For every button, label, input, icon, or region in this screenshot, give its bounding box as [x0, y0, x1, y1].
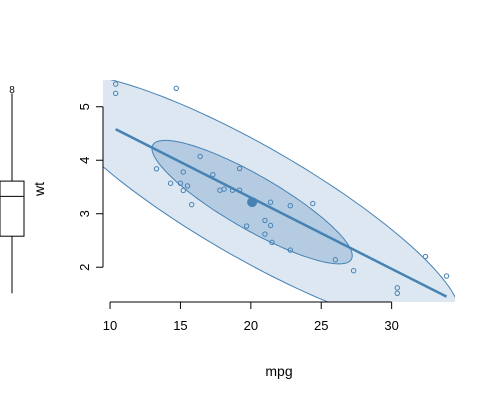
data-point: [444, 274, 448, 278]
boxplot-top-label: 8: [9, 85, 15, 96]
x-tick-label: 30: [384, 318, 398, 333]
y-axis-label: wt: [31, 182, 47, 197]
y-tick-label: 5: [77, 103, 92, 110]
x-tick-label: 10: [103, 318, 117, 333]
centroid-point: [247, 197, 257, 207]
data-point: [423, 254, 427, 258]
boxplot-box: [0, 181, 24, 236]
x-tick-label: 15: [173, 318, 187, 333]
y-tick-label: 2: [77, 264, 92, 271]
side-boxplot: [0, 93, 24, 293]
y-tick-label: 4: [77, 157, 92, 164]
x-axis-label: mpg: [265, 363, 292, 379]
x-tick-label: 25: [314, 318, 328, 333]
x-tick-label: 20: [244, 318, 258, 333]
y-tick-label: 3: [77, 210, 92, 217]
data-point: [174, 86, 178, 90]
